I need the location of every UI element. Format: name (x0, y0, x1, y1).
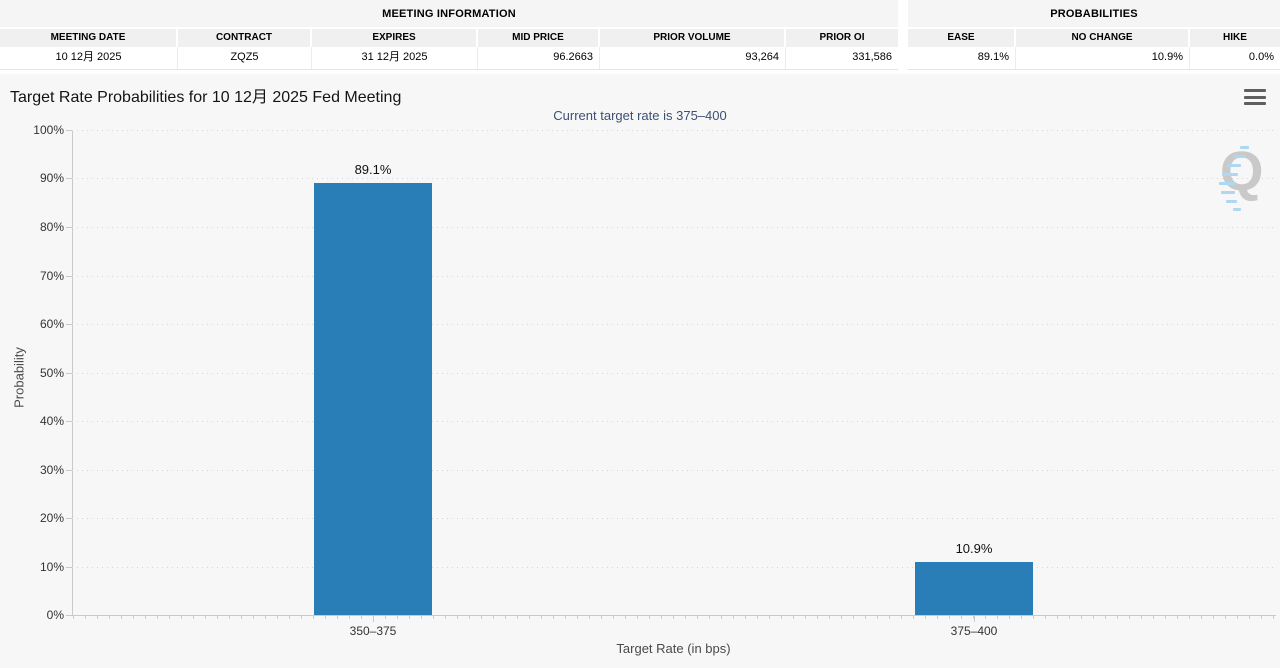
meeting-info-table: MEETING INFORMATION MEETING DATE CONTRAC… (0, 0, 898, 74)
value-prior-oi: 331,586 (786, 47, 898, 70)
y-tick-mark-80 (66, 227, 72, 228)
watermark-dash (1240, 146, 1249, 149)
watermark-dash (1226, 200, 1237, 203)
y-tick-mark-10 (66, 567, 72, 568)
value-contract: ZQZ5 (178, 47, 312, 70)
gridline-30 (72, 470, 1275, 471)
y-tick-label-40: 40% (39, 414, 64, 428)
probabilities-table: PROBABILITIES EASE NO CHANGE HIKE 89.1% … (908, 0, 1280, 74)
y-tick-label-70: 70% (39, 269, 64, 283)
y-tick-label-30: 30% (39, 463, 64, 477)
x-category-label-375–400: 375–400 (950, 624, 998, 638)
gridline-20 (72, 518, 1275, 519)
y-tick-label-0: 0% (46, 608, 64, 622)
y-tick-mark-70 (66, 276, 72, 277)
y-tick-mark-90 (66, 178, 72, 179)
y-tick-mark-60 (66, 324, 72, 325)
target-rate-chart: Target Rate Probabilities for 10 12月 202… (0, 74, 1280, 668)
col-prior-oi: PRIOR OI (786, 29, 898, 47)
y-tick-label-50: 50% (39, 366, 64, 380)
watermark-dash (1227, 164, 1241, 167)
watermark-q-letter: Q (1220, 139, 1264, 202)
y-tick-mark-100 (66, 130, 72, 131)
bar-350–375[interactable] (314, 183, 432, 615)
col-ease: EASE (908, 29, 1016, 47)
value-meeting-date: 10 12月 2025 (0, 47, 178, 70)
watermark-dash (1222, 173, 1238, 176)
summary-tables: MEETING INFORMATION MEETING DATE CONTRAC… (0, 0, 1280, 74)
x-category-label-350–375: 350–375 (349, 624, 397, 638)
probabilities-header-row: EASE NO CHANGE HIKE (908, 29, 1280, 47)
y-tick-label-10: 10% (39, 560, 64, 574)
x-axis-title: Target Rate (in bps) (616, 641, 731, 656)
meeting-info-title: MEETING INFORMATION (0, 0, 898, 29)
y-tick-mark-0 (66, 615, 72, 616)
probabilities-value-row: 89.1% 10.9% 0.0% (908, 47, 1280, 70)
col-no-change: NO CHANGE (1016, 29, 1190, 47)
gridline-60 (72, 324, 1275, 325)
col-expires: EXPIRES (312, 29, 478, 47)
col-meeting-date: MEETING DATE (0, 29, 178, 47)
chart-subtitle: Current target rate is 375–400 (553, 108, 727, 123)
gridline-50 (72, 373, 1275, 374)
value-prior-volume: 93,264 (600, 47, 786, 70)
value-hike: 0.0% (1190, 47, 1280, 70)
y-tick-mark-20 (66, 518, 72, 519)
watermark-dash (1221, 191, 1235, 194)
gridline-10 (72, 567, 1275, 568)
col-hike: HIKE (1190, 29, 1280, 47)
x-tick-mark-350–375 (373, 616, 374, 622)
gridline-100 (72, 130, 1275, 131)
col-prior-volume: PRIOR VOLUME (600, 29, 786, 47)
x-tick-mark-375–400 (974, 616, 975, 622)
watermark-dash (1233, 208, 1241, 211)
bar-value-label-350–375: 89.1% (354, 162, 392, 177)
bar-375–400[interactable] (915, 562, 1033, 615)
value-expires: 31 12月 2025 (312, 47, 478, 70)
chart-title: Target Rate Probabilities for 10 12月 202… (10, 89, 402, 106)
meeting-info-header-row: MEETING DATE CONTRACT EXPIRES MID PRICE … (0, 29, 898, 47)
y-tick-label-100: 100% (33, 123, 64, 137)
value-mid-price: 96.2663 (478, 47, 600, 70)
col-contract: CONTRACT (178, 29, 312, 47)
watermark-dash (1219, 182, 1235, 185)
gridline-70 (72, 276, 1275, 277)
x-axis-minor-ticks (73, 616, 1276, 619)
chart-context-menu-button[interactable] (1244, 88, 1268, 106)
x-axis-line (72, 615, 1276, 616)
value-ease: 89.1% (908, 47, 1016, 70)
value-no-change: 10.9% (1016, 47, 1190, 70)
y-tick-mark-50 (66, 373, 72, 374)
bar-value-label-375–400: 10.9% (955, 541, 993, 556)
y-tick-label-80: 80% (39, 220, 64, 234)
gridline-40 (72, 421, 1275, 422)
watermark-dash (1233, 155, 1245, 158)
y-tick-mark-40 (66, 421, 72, 422)
y-tick-label-90: 90% (39, 171, 64, 185)
meeting-info-value-row: 10 12月 2025 ZQZ5 31 12月 2025 96.2663 93,… (0, 47, 898, 70)
gridline-90 (72, 178, 1275, 179)
col-mid-price: MID PRICE (478, 29, 600, 47)
gridline-80 (72, 227, 1275, 228)
y-tick-label-60: 60% (39, 317, 64, 331)
hamburger-icon (1244, 89, 1266, 92)
y-tick-mark-30 (66, 470, 72, 471)
y-tick-label-20: 20% (39, 511, 64, 525)
probabilities-title: PROBABILITIES (908, 0, 1280, 29)
